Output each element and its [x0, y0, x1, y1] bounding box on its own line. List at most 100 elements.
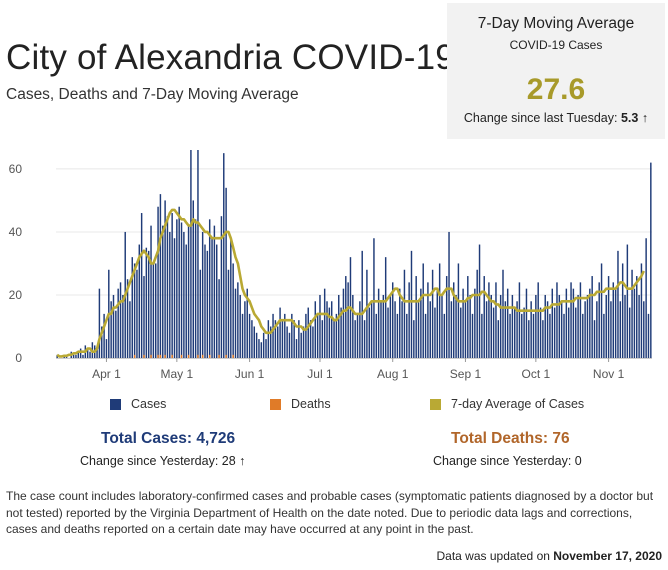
- case-bar: [514, 308, 515, 358]
- case-bar: [448, 232, 449, 358]
- case-bar: [75, 355, 76, 358]
- case-bar: [493, 308, 494, 358]
- case-bar: [545, 295, 546, 358]
- case-bar: [552, 289, 553, 358]
- case-bar: [103, 314, 104, 358]
- case-bar: [631, 270, 632, 358]
- case-bar: [507, 289, 508, 358]
- case-bar: [369, 308, 370, 358]
- case-bar: [580, 282, 581, 358]
- case-bar: [282, 320, 283, 358]
- case-bar: [352, 295, 353, 358]
- case-bar: [634, 289, 635, 358]
- case-bar: [343, 289, 344, 358]
- case-bar: [455, 295, 456, 358]
- case-bar: [425, 314, 426, 358]
- legend-cases-label: Cases: [131, 397, 166, 411]
- case-bar: [411, 251, 412, 358]
- case-bar: [225, 188, 226, 358]
- case-bar: [643, 301, 644, 358]
- y-tick-label: 60: [9, 162, 23, 176]
- case-bar: [627, 245, 628, 358]
- case-bar: [216, 245, 217, 358]
- case-bar: [218, 279, 219, 358]
- case-bar: [303, 326, 304, 358]
- death-bar: [143, 355, 144, 358]
- cases-change: Change since Yesterday: 28 ↑: [80, 454, 245, 468]
- case-bar: [474, 289, 475, 358]
- case-bar: [237, 282, 238, 358]
- case-bar: [505, 301, 506, 358]
- case-bar: [418, 301, 419, 358]
- case-bar: [272, 314, 273, 358]
- case-bar: [648, 314, 649, 358]
- case-bar: [380, 301, 381, 358]
- x-tick-label: Nov 1: [593, 367, 625, 381]
- case-bar: [430, 301, 431, 358]
- case-bar: [617, 251, 618, 358]
- case-bar: [371, 301, 372, 358]
- case-bar: [568, 308, 569, 358]
- case-bar: [613, 282, 614, 358]
- case-bar: [408, 282, 409, 358]
- moving-average-subtitle: COVID-19 Cases: [447, 38, 665, 52]
- case-bar: [211, 238, 212, 358]
- case-bar: [157, 207, 158, 358]
- case-bar: [387, 308, 388, 358]
- case-bar: [502, 270, 503, 358]
- case-bar: [432, 270, 433, 358]
- case-bar: [603, 314, 604, 358]
- case-bar: [174, 238, 175, 358]
- case-bar: [577, 295, 578, 358]
- case-bar: [214, 226, 215, 358]
- y-tick-label: 0: [15, 351, 22, 365]
- y-tick-label: 40: [9, 225, 23, 239]
- case-bar: [333, 320, 334, 358]
- case-bar: [150, 226, 151, 358]
- case-bar: [106, 339, 107, 358]
- case-bar: [469, 295, 470, 358]
- case-bar: [265, 339, 266, 358]
- case-bar: [537, 282, 538, 358]
- case-bar: [519, 282, 520, 358]
- case-bar: [598, 282, 599, 358]
- case-bar: [160, 194, 161, 358]
- case-bar: [357, 314, 358, 358]
- legend-cases[interactable]: Cases: [110, 397, 166, 411]
- case-bar: [258, 339, 259, 358]
- case-bar: [305, 314, 306, 358]
- case-bar: [263, 333, 264, 358]
- x-tick-label: Oct 1: [522, 367, 551, 381]
- case-bar: [331, 301, 332, 358]
- case-bar: [322, 320, 323, 358]
- case-bar: [223, 153, 224, 358]
- case-bar: [117, 289, 118, 358]
- case-bar: [354, 320, 355, 358]
- case-bar: [176, 219, 177, 358]
- legend-average[interactable]: 7-day Average of Cases: [430, 397, 584, 411]
- case-bar: [115, 311, 116, 358]
- case-bar: [512, 295, 513, 358]
- case-bar: [462, 289, 463, 358]
- case-bar: [594, 320, 595, 358]
- case-bar: [188, 226, 189, 358]
- case-bar: [230, 238, 231, 358]
- data-note: The case count includes laboratory-confi…: [6, 488, 662, 538]
- case-bar: [465, 301, 466, 358]
- case-bar: [251, 320, 252, 358]
- page-title: City of Alexandria COVID-19: [6, 38, 455, 78]
- case-bar: [235, 289, 236, 358]
- legend-deaths[interactable]: Deaths: [270, 397, 331, 411]
- case-bar: [441, 295, 442, 358]
- case-bar: [366, 270, 367, 358]
- case-bar: [394, 301, 395, 358]
- death-bar: [188, 355, 189, 358]
- case-bar: [338, 295, 339, 358]
- legend-cases-swatch: [110, 399, 121, 410]
- x-tick-label: Jun 1: [235, 367, 265, 381]
- case-bar: [122, 295, 123, 358]
- case-bar: [256, 333, 257, 358]
- case-bar: [319, 295, 320, 358]
- case-bar: [249, 314, 250, 358]
- case-bar: [228, 270, 229, 358]
